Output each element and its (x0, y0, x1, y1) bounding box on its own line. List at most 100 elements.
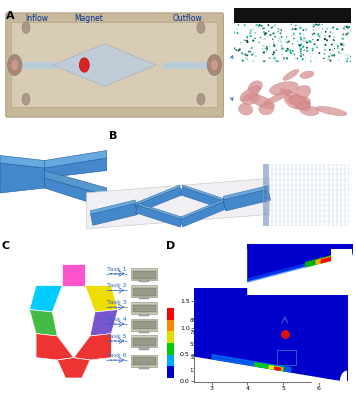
Point (336, 50, 342, 56)
Point (327, 33, 333, 40)
Point (338, 40, 344, 47)
Point (274, 58, 279, 64)
Bar (263, 164, 268, 226)
Point (281, 56, 287, 62)
Polygon shape (180, 202, 226, 227)
Point (312, 30, 317, 37)
Text: 7094: 7094 (190, 330, 204, 335)
Point (292, 26, 298, 33)
Point (291, 51, 297, 57)
Ellipse shape (265, 90, 291, 104)
Bar (247, 243, 352, 249)
Point (308, 51, 313, 57)
Polygon shape (223, 189, 271, 211)
Point (330, 24, 336, 31)
Point (262, 45, 268, 52)
Point (325, 24, 331, 30)
Point (245, 58, 251, 65)
Point (345, 56, 350, 62)
Point (331, 39, 337, 46)
Text: B: B (109, 131, 117, 141)
Point (256, 24, 262, 30)
Point (263, 30, 268, 36)
Point (244, 37, 250, 44)
Polygon shape (223, 186, 268, 200)
Point (261, 58, 267, 64)
Point (331, 37, 336, 43)
Point (256, 39, 262, 46)
Point (322, 42, 328, 48)
Point (240, 58, 246, 64)
Point (264, 44, 270, 50)
Point (348, 26, 354, 33)
Point (332, 37, 337, 44)
Point (241, 51, 247, 58)
Point (301, 31, 307, 38)
Point (317, 22, 323, 29)
Circle shape (210, 59, 219, 71)
Point (247, 32, 252, 38)
Point (258, 34, 263, 41)
Ellipse shape (295, 85, 311, 99)
Point (303, 58, 308, 65)
Point (279, 34, 284, 40)
Point (343, 52, 349, 58)
Point (322, 46, 328, 53)
FancyBboxPatch shape (6, 13, 223, 117)
Circle shape (22, 22, 30, 34)
Point (288, 50, 294, 56)
Point (277, 26, 283, 32)
Point (303, 28, 309, 34)
Point (277, 27, 283, 34)
Text: D: D (166, 241, 175, 251)
Point (316, 50, 322, 56)
Point (263, 30, 268, 37)
Bar (234, 8, 351, 23)
Point (338, 34, 344, 41)
Ellipse shape (248, 81, 262, 93)
Point (251, 58, 257, 64)
Point (301, 52, 307, 58)
Point (264, 46, 270, 52)
Point (302, 35, 307, 42)
Point (344, 31, 349, 38)
Point (261, 49, 267, 56)
Point (308, 54, 314, 60)
Ellipse shape (295, 102, 310, 110)
Point (319, 29, 325, 35)
Point (272, 54, 278, 60)
Point (330, 30, 336, 36)
Point (266, 28, 272, 34)
Point (321, 52, 326, 58)
Point (272, 55, 277, 62)
Point (334, 26, 340, 32)
Point (324, 26, 330, 32)
Point (290, 41, 295, 47)
Point (341, 31, 346, 38)
Point (259, 23, 265, 29)
Point (319, 21, 325, 28)
Bar (139, 297, 149, 299)
Point (270, 51, 276, 58)
Point (261, 49, 267, 55)
Point (304, 38, 309, 45)
Bar (331, 244, 356, 294)
Point (249, 44, 255, 51)
Point (262, 31, 268, 38)
Point (312, 41, 318, 48)
Point (349, 28, 354, 35)
Bar (139, 366, 149, 369)
Point (303, 54, 308, 60)
Point (297, 30, 303, 37)
Point (286, 38, 292, 44)
Point (250, 38, 256, 44)
Point (279, 52, 285, 58)
Bar (133, 304, 156, 312)
Point (293, 26, 299, 32)
Point (307, 38, 313, 45)
Polygon shape (180, 199, 223, 220)
Point (332, 45, 337, 52)
Point (311, 21, 316, 28)
Point (257, 22, 262, 28)
Point (315, 31, 320, 37)
